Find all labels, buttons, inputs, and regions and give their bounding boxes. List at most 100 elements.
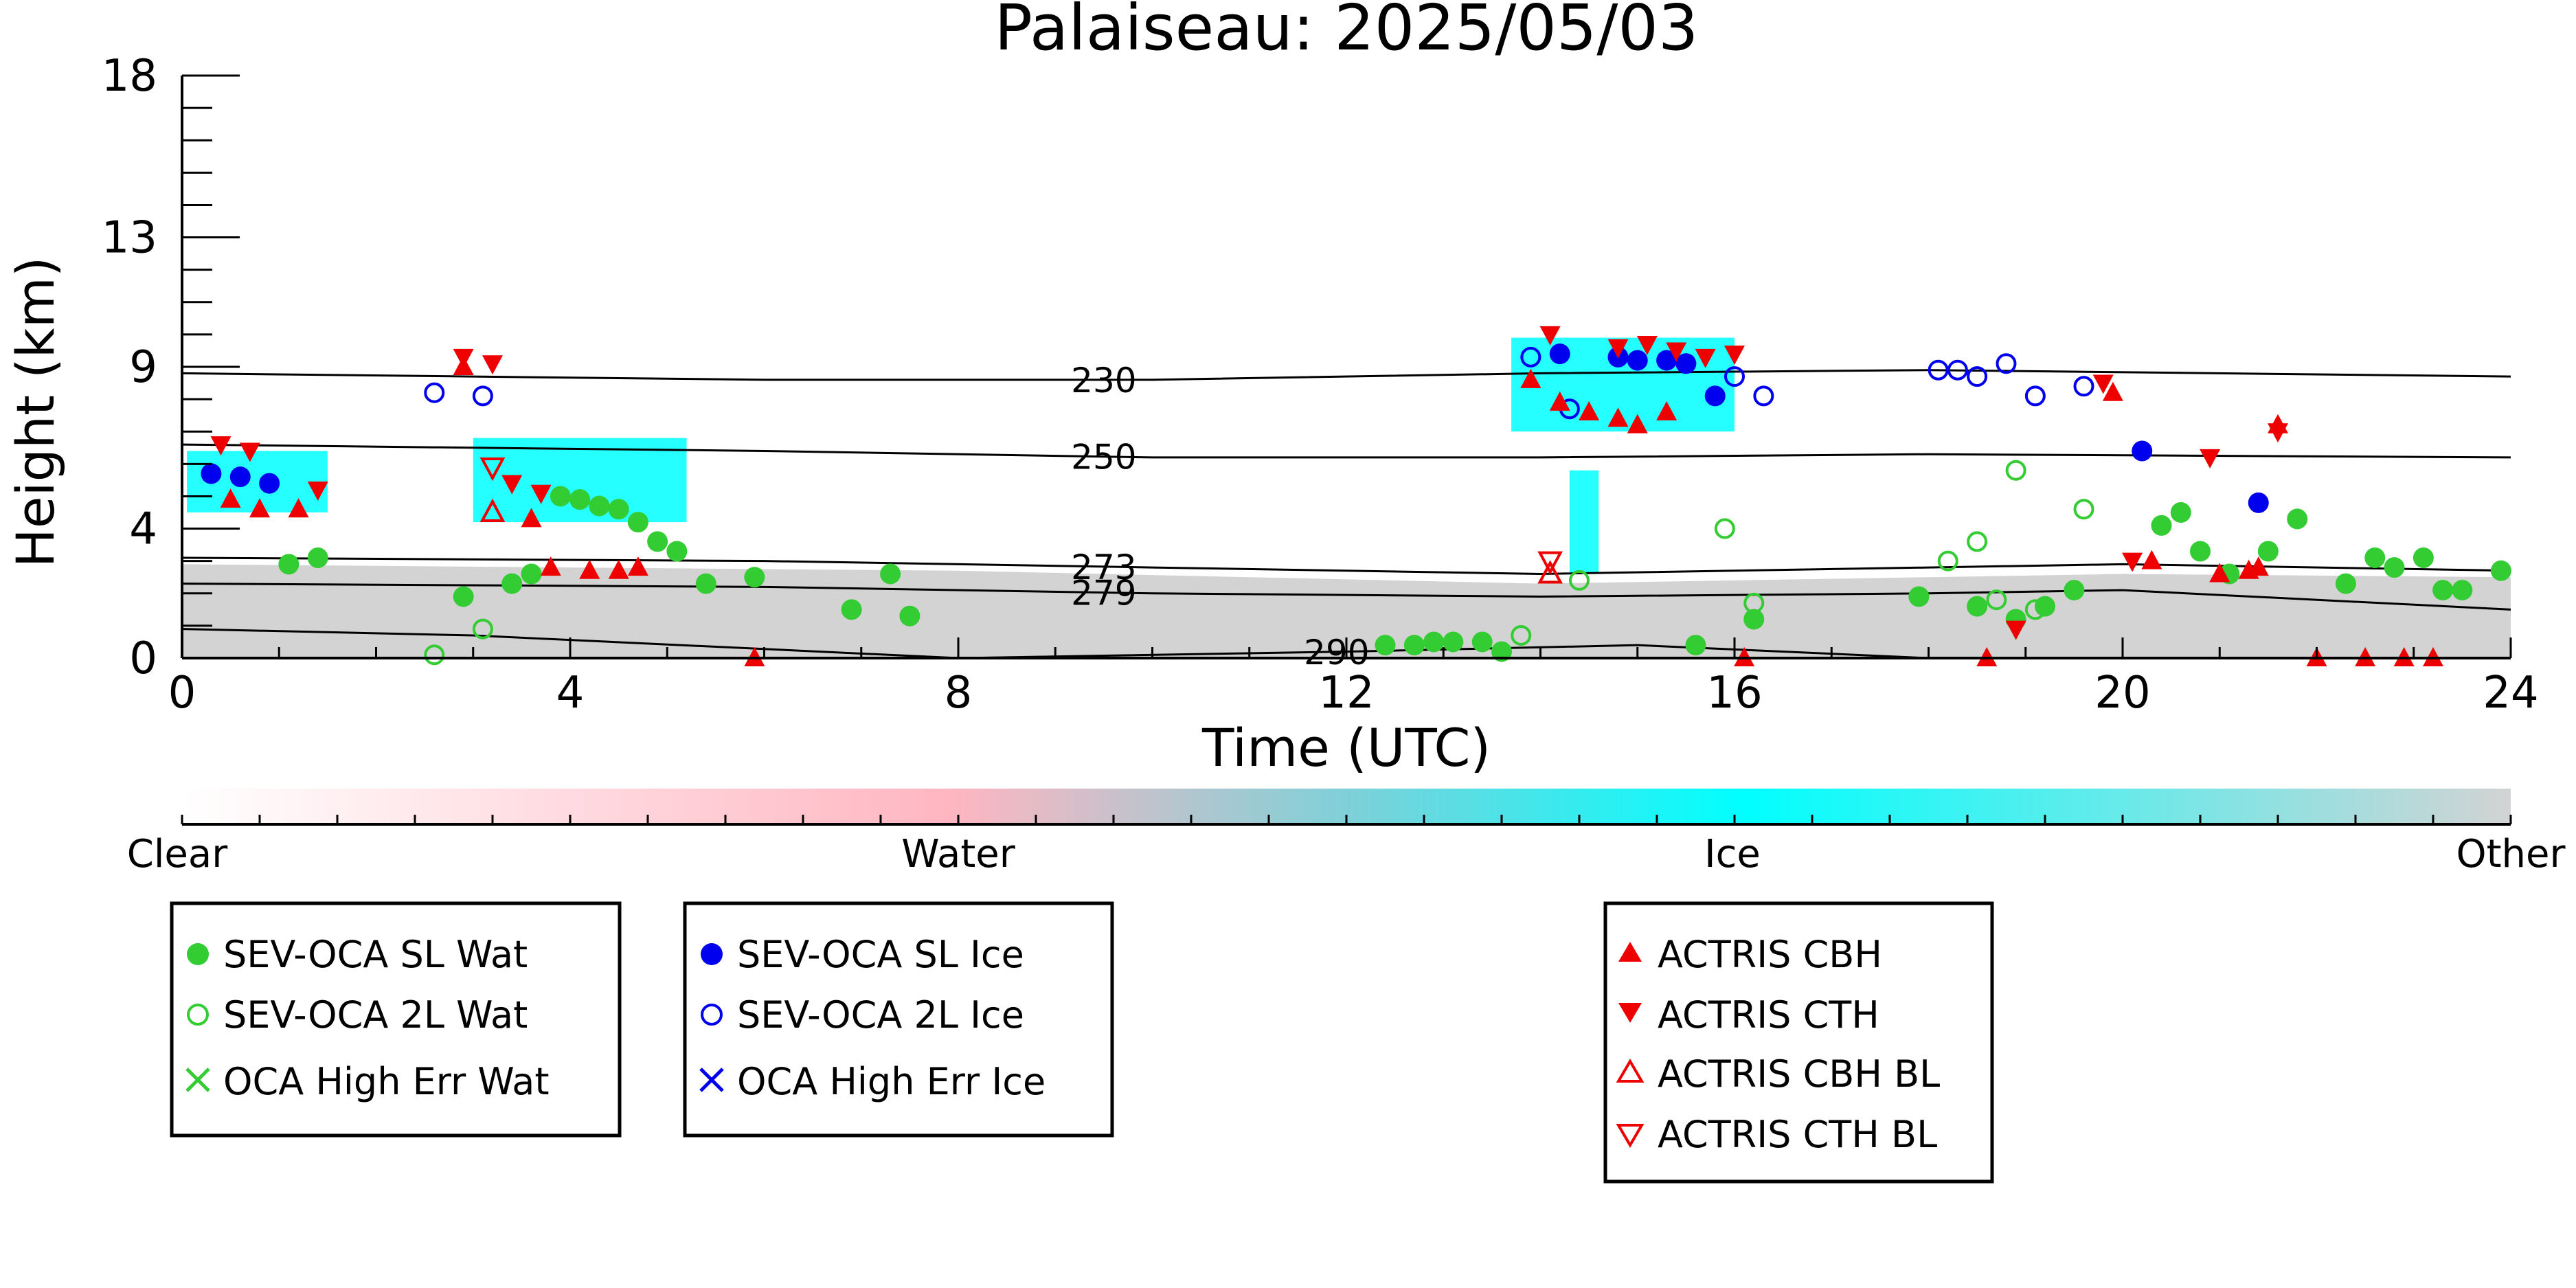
data-point <box>1627 350 1648 371</box>
colorbar-label-other: Other <box>2456 832 2566 877</box>
data-point <box>1537 551 1563 575</box>
data-point <box>530 484 552 504</box>
legend-box <box>1603 901 1994 1184</box>
data-point <box>2170 502 2191 523</box>
data-point <box>1675 353 1697 374</box>
data-point <box>2248 492 2269 513</box>
x-tick-label: 0 <box>168 668 196 719</box>
data-point <box>1537 560 1563 584</box>
data-point <box>1937 550 1958 572</box>
contour-label: 273 <box>1071 547 1136 587</box>
data-point <box>2490 560 2511 581</box>
data-point <box>1656 350 1677 371</box>
data-point <box>744 567 765 588</box>
legend-label: ACTRIS CTH <box>1658 993 1879 1037</box>
data-point <box>627 556 648 576</box>
data-point <box>2024 599 2046 620</box>
contour-line <box>181 443 2511 459</box>
legend-label: ACTRIS CBH <box>1658 933 1882 976</box>
data-point <box>2122 552 2143 572</box>
x-axis-label: Time (UTC) <box>1201 717 1491 778</box>
data-point <box>2248 556 2269 576</box>
x-tick-label: 20 <box>2094 668 2150 719</box>
y-tick-label: 0 <box>129 633 157 684</box>
data-point <box>1579 400 1600 420</box>
data-point <box>210 436 231 456</box>
data-point <box>2092 374 2114 394</box>
data-point <box>589 495 610 517</box>
x-tick-label: 8 <box>945 668 973 719</box>
x-tick-label: 24 <box>2483 668 2538 719</box>
legend-box <box>683 901 1114 1138</box>
legend-marker <box>701 943 723 965</box>
data-point <box>1511 625 1532 646</box>
legend-label: OCA High Err Wat <box>223 1060 550 1103</box>
data-point <box>1685 635 1706 656</box>
legend-marker <box>1616 1059 1645 1083</box>
data-point <box>2005 460 2026 481</box>
series-actris-cbh-bl <box>479 498 1563 584</box>
data-point <box>479 457 506 482</box>
chart-title: Palaiseau: 2025/05/03 <box>995 0 1699 65</box>
series-sev-oca-sl-ice <box>201 343 2269 513</box>
data-point <box>288 498 309 518</box>
data-point <box>2452 580 2473 601</box>
contour-label: 250 <box>1071 438 1136 477</box>
data-point <box>2024 385 2046 407</box>
data-point <box>2268 423 2288 443</box>
legend-marker <box>1618 942 1642 962</box>
data-point <box>2064 580 2085 601</box>
series-sev-oca-2l-ice <box>424 346 2094 420</box>
data-point <box>472 385 493 407</box>
data-point <box>2073 376 2094 397</box>
data-point <box>229 466 251 488</box>
legend-marker <box>187 943 209 965</box>
data-point <box>2005 620 2026 640</box>
data-point <box>2151 515 2172 536</box>
data-point <box>1375 635 1396 656</box>
colorbar-label-water: Water <box>901 832 1016 877</box>
data-point <box>1967 596 1988 617</box>
legend-ice: SEV-OCA SL Ice SEV-OCA 2L Ice OCA High E… <box>683 901 1114 1138</box>
data-point <box>608 499 629 520</box>
data-point <box>2413 547 2434 568</box>
data-point <box>569 489 591 510</box>
data-point <box>1947 359 1968 381</box>
data-point <box>1743 609 1765 630</box>
data-point <box>579 559 600 579</box>
data-point <box>1627 414 1648 433</box>
data-point <box>1636 336 1658 356</box>
data-point <box>1967 531 1988 552</box>
data-point <box>521 563 542 585</box>
y-tick-label: 13 <box>102 213 157 264</box>
data-point <box>1443 631 1464 653</box>
data-point <box>1743 592 1765 613</box>
data-point <box>278 554 300 575</box>
data-point <box>2364 547 2386 568</box>
data-point <box>2287 508 2308 530</box>
data-point <box>1753 385 1774 407</box>
y-tick-label: 18 <box>102 51 157 102</box>
contour-line <box>181 583 2511 611</box>
colorbar-label-ice: Ice <box>1704 832 1761 877</box>
data-point <box>1724 346 1745 365</box>
data-point <box>2102 381 2123 401</box>
data-point <box>2209 563 2230 583</box>
contour-line <box>181 556 2511 576</box>
data-point <box>899 605 920 626</box>
data-point <box>1695 348 1716 368</box>
y-tick-label: 4 <box>129 504 157 555</box>
legend-marker <box>187 1004 209 1026</box>
data-point <box>1996 353 2017 374</box>
data-point <box>239 442 260 462</box>
data-point <box>1569 569 1590 591</box>
data-point <box>647 531 668 552</box>
contour-label: 230 <box>1071 361 1136 400</box>
data-point <box>540 556 561 576</box>
y-axis-label: Height (km) <box>5 257 66 568</box>
data-point <box>201 463 222 484</box>
data-point <box>1549 391 1570 411</box>
data-point <box>666 541 688 562</box>
data-point <box>608 559 629 579</box>
